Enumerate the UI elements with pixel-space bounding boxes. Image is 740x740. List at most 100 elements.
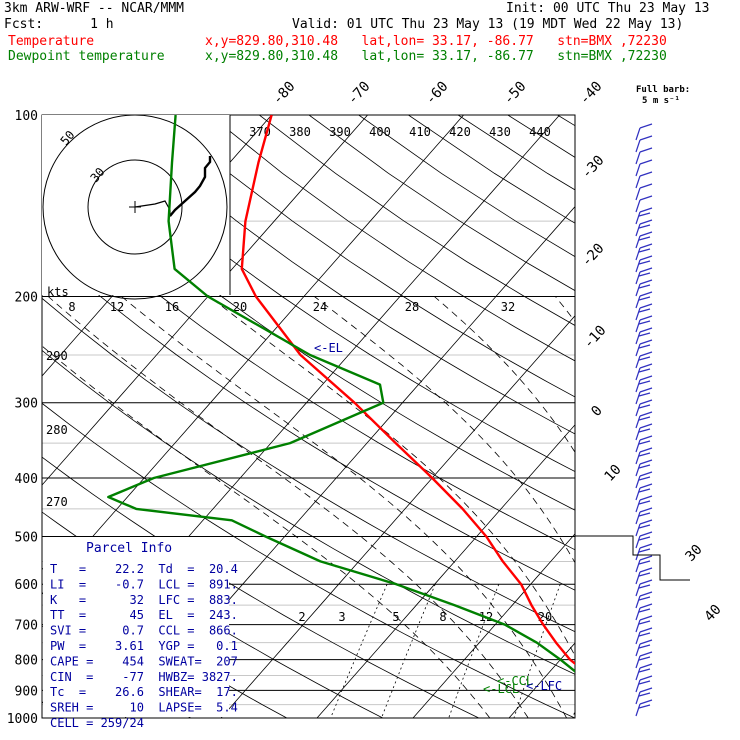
wind-barb-staff [635,403,641,417]
wind-barb-staff [635,583,641,597]
theta-e-label: 420 [449,125,471,139]
isotherm-label: -50 [501,79,530,108]
pressure-tick-label: 200 [15,291,38,306]
moist-adiabat [42,345,491,718]
parcel-info-row: TT = 45 EL = 243. [50,608,238,622]
wind-barb-flag [638,452,651,457]
dry-adiabat [358,115,575,258]
mixing-ratio-label: 12 [110,300,124,314]
theta-e-label: 410 [409,125,431,139]
wind-barb-staff [635,331,641,345]
wind-barb-flag [638,440,651,445]
wind-barb-staff [635,535,641,549]
wind-barb-flag [638,596,651,601]
wind-barb-flag [638,272,651,277]
isotherm-label: -10 [581,323,610,352]
wind-barb-flag [639,291,653,297]
wind-barb-staff [635,631,641,645]
mixing-ratio-line [381,584,436,718]
isotherm-label: -30 [579,153,608,182]
dry-adiabat [607,115,740,718]
wind-barb-flag [638,500,651,505]
wind-barb-flag [638,644,651,649]
hodograph-trace-upper [169,156,212,217]
wind-barb-staff [635,295,641,309]
wind-barb-flag [638,332,651,337]
mixing-ratio-line [650,584,688,718]
temperature-profile [240,115,575,666]
el-marker: <-EL [314,341,343,355]
wind-barb-flag [639,615,653,621]
wind-barb-flag [638,380,651,385]
barb-legend-unit: 5 m s⁻¹ [642,96,680,106]
wind-barb-staff [635,259,641,273]
wind-barb-flag [638,464,651,469]
wind-barb-flag [639,567,653,573]
moist-adiabat [434,296,575,453]
mixing-ratio-label: 20 [233,300,247,314]
dry-adiabat [42,195,575,551]
wind-barb-staff [635,151,641,165]
wind-barb-flag [639,651,653,657]
wind-barb-staff [635,139,641,153]
lfc-marker: <-LFC [526,679,562,693]
theta-e-label: 440 [529,125,551,139]
barb-legend-title: Full barb: [636,85,690,95]
theta-label: 280 [46,423,68,437]
wind-barb-flag [638,356,651,361]
wind-barb-flag [638,248,651,253]
wind-barb-flag [638,692,651,697]
wind-barb-flag [639,231,653,237]
wind-barb-flag [638,584,651,589]
wind-barb-flag [638,320,651,325]
parcel-info-row: SVI = 0.7 CCL = 866. [50,624,238,638]
wind-barb-flag [639,147,653,153]
theta-label: 290 [46,349,68,363]
wind-barb-staff [635,307,641,321]
isotherm [701,115,740,718]
isotherm-label: 40 [701,602,724,625]
wind-barb-flag [638,476,651,481]
wind-barb-flag [639,327,653,333]
dry-adiabat [42,144,575,511]
wind-barb-flag [638,704,651,709]
wind-barb-flag [639,687,653,693]
mixing-ratio-label-lower: 3 [338,610,345,624]
wind-barb-flag [639,279,653,285]
wind-barb-staff [635,271,641,285]
wind-barb-staff [635,355,641,369]
wind-barb-flag [639,459,653,465]
wind-barb-staff [635,439,641,453]
model-title: 3km ARW-WRF -- NCAR/MMM [4,1,185,16]
parcel-info-row: T = 22.2 Td = 20.4 [50,562,238,576]
wind-barb-flag [639,135,653,141]
parcel-info-row: CELL = 259/24 [50,716,144,730]
wind-barb-flag [638,416,651,421]
pressure-tick-label: 1000 [7,712,38,727]
isotherm-label: 10 [601,462,624,485]
isotherm [220,315,575,718]
wind-barb-flag [639,195,653,201]
wind-barb-staff [635,559,641,573]
dry-adiabat [209,115,575,362]
isotherm [42,115,272,377]
mixing-ratio-label: 24 [313,300,327,314]
mixing-ratio-label-lower: 8 [439,610,446,624]
dry-adiabat [42,246,575,591]
wind-barb-flag [639,351,653,357]
isotherm [605,115,740,718]
dry-adiabat [657,115,740,718]
wind-barb-staff [635,487,641,501]
isotherm [508,642,575,718]
wind-barb-staff [635,463,641,477]
wind-barb-flag [638,536,651,541]
wind-barb-staff [635,619,641,633]
wind-barb-staff [635,451,641,465]
wind-barb-flag [638,632,651,637]
wind-barb-flag [639,375,653,381]
isotherm [316,424,575,718]
wind-barb-flag [639,663,653,669]
isotherm [412,533,575,718]
mixing-ratio-label-lower: 5 [392,610,399,624]
